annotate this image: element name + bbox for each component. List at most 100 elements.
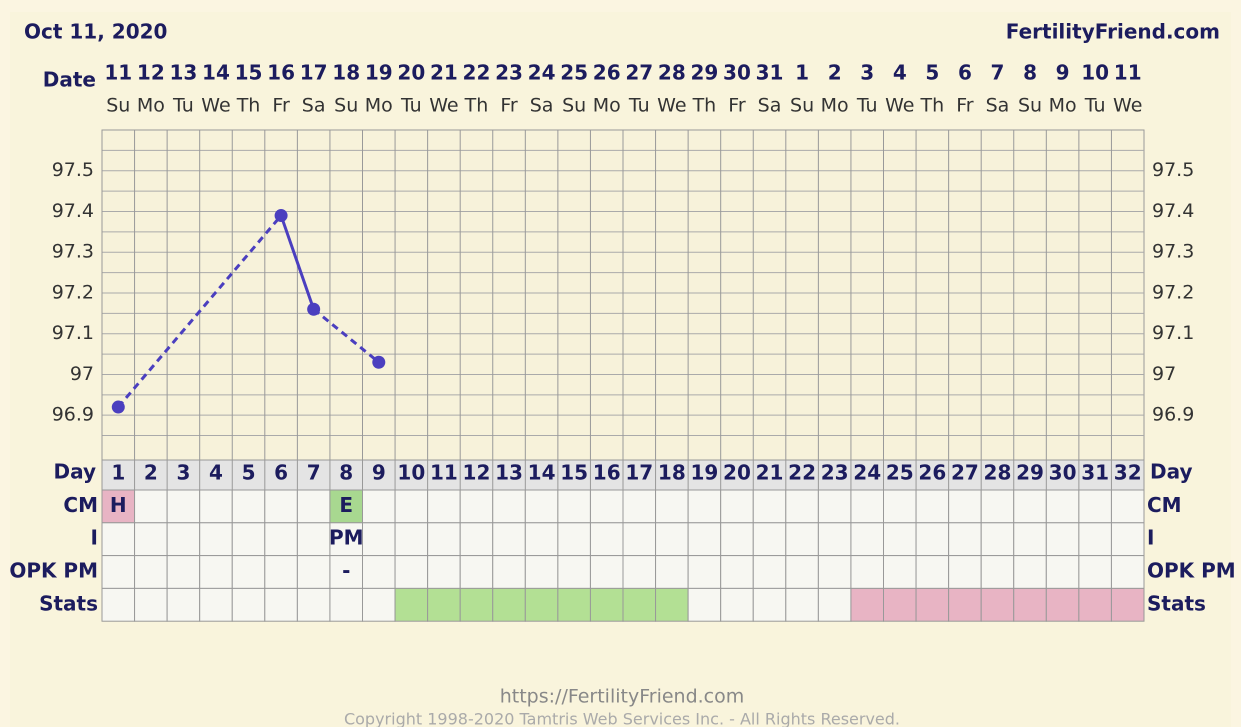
cell xyxy=(687,522,722,557)
date: 29 xyxy=(690,61,718,85)
date: 31 xyxy=(756,61,784,85)
y-tick-label: 97.5 xyxy=(52,159,94,181)
cell xyxy=(589,489,624,524)
row-label-right: OPK PM xyxy=(1147,559,1236,583)
cell xyxy=(492,587,526,622)
cell xyxy=(622,555,657,589)
cell xyxy=(1078,522,1112,557)
cell xyxy=(492,555,526,589)
day-number: 15 xyxy=(560,461,588,485)
weekday: Sa xyxy=(758,95,782,117)
cell xyxy=(720,555,754,589)
date: 16 xyxy=(267,61,295,85)
day-number: 27 xyxy=(951,461,979,485)
cell xyxy=(948,522,982,557)
cell xyxy=(655,522,689,557)
cell xyxy=(524,555,559,589)
footer-url: https://FertilityFriend.com xyxy=(500,686,745,708)
date: 1 xyxy=(795,61,809,85)
cell xyxy=(915,522,950,557)
day-number: 20 xyxy=(723,461,751,485)
cell xyxy=(1045,555,1080,589)
cell xyxy=(752,555,787,589)
row-label-right: Stats xyxy=(1147,591,1206,615)
cell xyxy=(362,489,396,524)
day-number: 14 xyxy=(528,461,556,485)
row-label: OPK PM xyxy=(9,559,98,583)
day-number: 17 xyxy=(625,461,653,485)
cell xyxy=(264,522,298,557)
day-number: 21 xyxy=(756,461,784,485)
date: 27 xyxy=(625,61,653,85)
day-number: 18 xyxy=(658,461,686,485)
cell xyxy=(101,587,136,622)
weekday: Mo xyxy=(365,95,393,117)
weekday: Fr xyxy=(272,95,290,117)
cell xyxy=(752,522,787,557)
cell xyxy=(394,489,429,524)
weekday: Su xyxy=(334,95,358,117)
day-number: 26 xyxy=(918,461,946,485)
y-tick-label-right: 96.9 xyxy=(1152,404,1194,426)
cell-text: - xyxy=(342,559,350,583)
cell xyxy=(589,587,624,622)
cell-text: H xyxy=(110,493,127,517)
cell xyxy=(850,555,884,589)
cell xyxy=(980,587,1015,622)
cell xyxy=(524,489,559,524)
cell xyxy=(166,522,201,557)
cell xyxy=(101,522,136,557)
day-number: 12 xyxy=(463,461,491,485)
cell xyxy=(1078,489,1112,524)
day-number: 6 xyxy=(274,461,288,485)
day-number: 29 xyxy=(1016,461,1044,485)
date: 17 xyxy=(300,61,328,85)
cell xyxy=(622,587,657,622)
day-label-right: Day xyxy=(1150,460,1193,484)
day-number: 19 xyxy=(690,461,718,485)
day-number: 7 xyxy=(307,461,321,485)
day-row-border xyxy=(101,459,1145,491)
cell xyxy=(720,489,754,524)
weekday: Sa xyxy=(302,95,326,117)
weekday: Mo xyxy=(137,95,165,117)
point xyxy=(111,400,125,414)
cell xyxy=(459,489,494,524)
weekday: We xyxy=(885,95,914,117)
cell xyxy=(362,522,396,557)
y-tick-label-right: 97.4 xyxy=(1152,200,1194,222)
cell xyxy=(980,489,1015,524)
cell xyxy=(1110,587,1145,622)
cell xyxy=(980,555,1015,589)
cell xyxy=(1013,587,1047,622)
date: 8 xyxy=(1023,61,1037,85)
weekday: Mo xyxy=(593,95,621,117)
chart-title: Oct 11, 2020 xyxy=(24,20,167,44)
cell xyxy=(362,587,396,622)
cell xyxy=(687,555,722,589)
day-number: 5 xyxy=(242,461,256,485)
day-number: 22 xyxy=(788,461,816,485)
cell xyxy=(166,489,201,524)
line-segment xyxy=(312,308,380,364)
y-tick-label: 97.1 xyxy=(52,322,94,344)
cell xyxy=(785,489,819,524)
day-number: 30 xyxy=(1049,461,1077,485)
y-tick-label-right: 97.1 xyxy=(1152,322,1194,344)
date: 2 xyxy=(828,61,842,85)
row-label: I xyxy=(91,526,98,550)
cell xyxy=(329,555,363,589)
weekday: Th xyxy=(920,95,945,117)
y-tick-label: 97.2 xyxy=(52,281,94,303)
day-number: 11 xyxy=(430,461,458,485)
weekday: Fr xyxy=(728,95,746,117)
date: 12 xyxy=(137,61,165,85)
cell xyxy=(687,587,722,622)
cell xyxy=(622,489,657,524)
date: 23 xyxy=(495,61,523,85)
cell xyxy=(1110,489,1145,524)
y-tick-label: 96.9 xyxy=(52,404,94,426)
line-segment xyxy=(117,214,283,409)
cell xyxy=(134,587,168,622)
